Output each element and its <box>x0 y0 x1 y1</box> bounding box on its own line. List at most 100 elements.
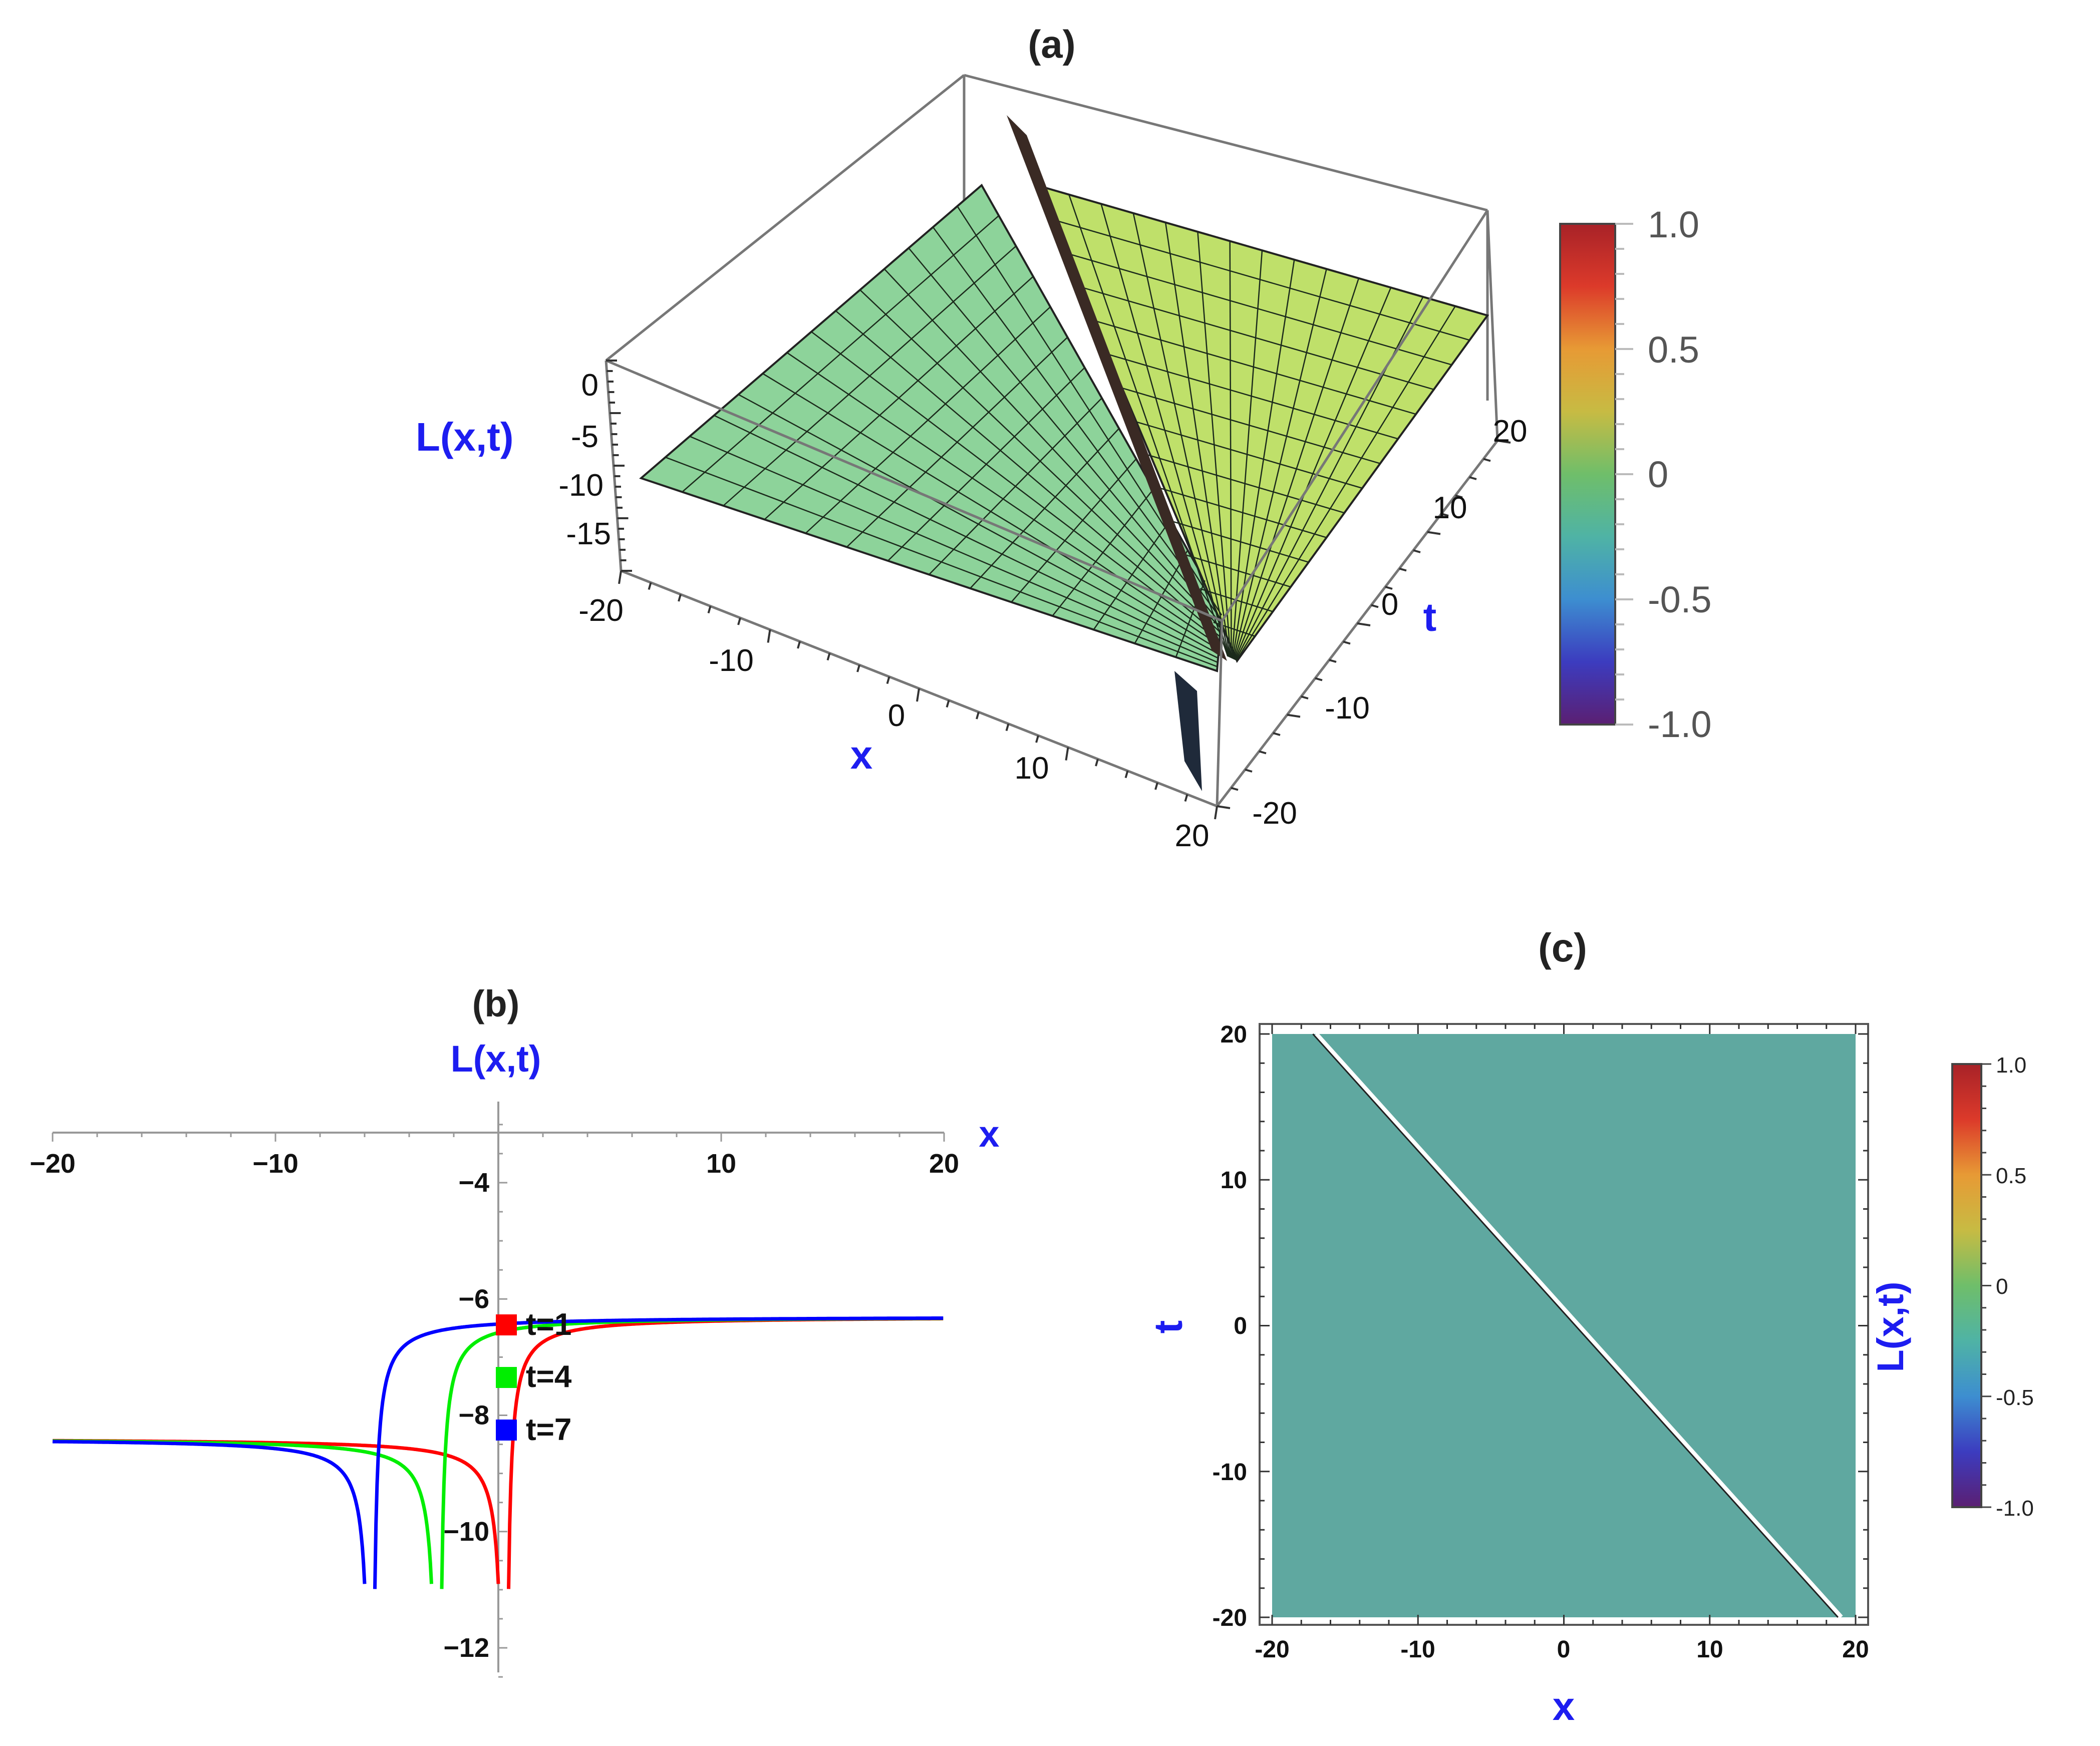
panel-c-x-axis-label: x <box>1553 1684 1575 1728</box>
t-tick-mark <box>1343 640 1351 645</box>
panel-c-colorbar-label: L(x,t) <box>1870 1282 1911 1372</box>
y-tick-label: −12 <box>443 1633 489 1663</box>
legend-item-t1: t=1 <box>496 1307 571 1342</box>
panel-a-x-tick: 10 <box>1015 751 1049 786</box>
x-tick-mark <box>1184 794 1188 802</box>
x-tick-mark <box>707 605 712 614</box>
panel-a-x-tick: -10 <box>709 643 754 678</box>
panel-c-colorbar-tick: -1.0 <box>1996 1496 2034 1521</box>
t-tick-mark <box>1455 494 1463 499</box>
mesh-line <box>1052 489 1154 616</box>
panel-b-legend: t=1 t=4 t=7 <box>496 1307 572 1447</box>
panel-c-x-tick: 10 <box>1696 1636 1723 1663</box>
panel-a-t-tick: -20 <box>1252 796 1297 831</box>
mesh-line <box>1134 549 1188 644</box>
mesh-line <box>929 398 1102 575</box>
t-tick-mark <box>1469 476 1477 480</box>
legend-item-t7: t=7 <box>496 1413 571 1447</box>
legend-label-t1: t=1 <box>526 1307 571 1342</box>
t-tick-mark <box>1273 732 1281 736</box>
panel-c-x-tick: 20 <box>1842 1636 1869 1663</box>
mesh-line <box>723 245 1017 506</box>
panel-a-t-tick: 20 <box>1493 414 1528 449</box>
x-tick-label: −20 <box>30 1149 76 1179</box>
panel-a-t-tick-marks <box>1217 440 1511 809</box>
y-tick-label: −10 <box>443 1517 489 1547</box>
panel-a-x-axis-label: x <box>850 733 873 777</box>
x-tick-mark <box>1214 806 1218 820</box>
panel-a-mesh-grid <box>665 194 1470 667</box>
panel-a-front-lower <box>1174 671 1202 791</box>
panel-c-colorbar <box>1951 1063 1982 1508</box>
x-tick-mark <box>856 664 860 672</box>
panel-c-tick-marks <box>1260 1024 1868 1625</box>
panel-c-y-tick: -20 <box>1213 1605 1247 1631</box>
x-tick-mark <box>678 594 682 602</box>
panel-c-x-tick: 0 <box>1557 1636 1571 1663</box>
panel-c-heat-region <box>1272 1034 1856 1617</box>
x-tick-mark <box>886 676 890 684</box>
y-tick-label: −8 <box>458 1401 489 1431</box>
x-tick-mark <box>737 617 741 625</box>
legend-label-t4: t=4 <box>526 1359 572 1394</box>
t-tick-mark <box>1441 513 1449 517</box>
t-tick-mark <box>1287 714 1301 718</box>
mesh-line <box>1063 252 1452 366</box>
legend-label-t7: t=7 <box>526 1413 571 1447</box>
panel-c-y-tick: 10 <box>1221 1167 1247 1194</box>
panel-c-y-axis-label: t <box>1146 1320 1190 1334</box>
x-tick-mark <box>1065 747 1069 761</box>
x-tick-mark <box>826 652 831 661</box>
t-tick-mark <box>1329 659 1337 663</box>
panel-c-colorbar-tick-labels: 1.0 0.5 0 -0.5 -1.0 <box>1996 1053 2034 1521</box>
legend-swatch-t4 <box>496 1367 517 1388</box>
panel-b-x-axis-label: x <box>979 1113 999 1155</box>
t-tick-mark <box>1231 787 1239 791</box>
panel-a-t-tick-labels: -20 -10 0 10 20 <box>1252 414 1527 831</box>
panel-a-z-tick-labels: 0 -5 -10 -15 <box>558 368 611 551</box>
panel-c-y-tick: 0 <box>1234 1313 1247 1339</box>
y-tick-label: −6 <box>458 1284 489 1314</box>
t-tick-mark <box>1357 622 1371 626</box>
t-tick-mark <box>1245 769 1253 773</box>
mesh-line <box>1091 319 1416 415</box>
curve-t=7-right <box>373 1316 944 1589</box>
curve-t=7-left <box>52 1440 367 1584</box>
curve-t=1-right <box>507 1317 944 1589</box>
panel-a-colorbar-minor-ticks <box>1615 223 1633 726</box>
mesh-line <box>1172 521 1309 563</box>
panel-a-title: (a) <box>1028 22 1075 66</box>
x-tick-mark <box>946 700 950 708</box>
x-tick-mark <box>797 641 801 649</box>
x-tick-mark <box>1124 770 1129 779</box>
panel-b-tick-marks <box>52 1124 945 1678</box>
x-tick-mark <box>1154 782 1158 790</box>
t-tick-mark <box>1427 531 1441 535</box>
panel-a-z-axis-label: L(x,t) <box>416 415 514 459</box>
legend-item-t4: t=4 <box>496 1359 572 1394</box>
t-tick-mark <box>1385 586 1393 590</box>
panel-a-colorbar-tick: 1.0 <box>1648 204 1699 245</box>
panel-a-colorbar <box>1559 223 1616 726</box>
panel-c-colorbar-tick: 1.0 <box>1996 1053 2026 1078</box>
panel-c-y-tick: 20 <box>1221 1021 1247 1048</box>
panel-a-front-wall <box>1007 115 1227 661</box>
mesh-line <box>764 276 1034 520</box>
panel-b-line-plot: (b) L(x,t) x −20 −10 10 20 −4 −6 −8 −10 −12 t=1 … <box>30 983 1000 1678</box>
panel-a-z-tick-marks <box>606 360 632 572</box>
x-tick-mark <box>976 712 980 720</box>
t-tick-mark <box>1217 805 1231 809</box>
panel-a-colorbar-tick: 0.5 <box>1648 329 1699 371</box>
panel-a-colorbar-tick: -0.5 <box>1648 579 1712 620</box>
x-tick-mark <box>648 582 652 590</box>
panel-a-colorbar-tick-labels: 1.0 0.5 0 -0.5 -1.0 <box>1648 204 1712 745</box>
panel-c-x-tick: -10 <box>1400 1636 1435 1663</box>
t-tick-mark <box>1399 567 1407 572</box>
panel-a-z-tick: 0 <box>581 368 598 403</box>
panel-a-t-tick: -10 <box>1325 691 1370 726</box>
panel-a-t-tick: 0 <box>1381 587 1398 622</box>
mesh-line <box>1093 519 1171 630</box>
panel-c-y-tick: -10 <box>1213 1459 1247 1486</box>
x-tick-mark <box>1005 723 1010 732</box>
